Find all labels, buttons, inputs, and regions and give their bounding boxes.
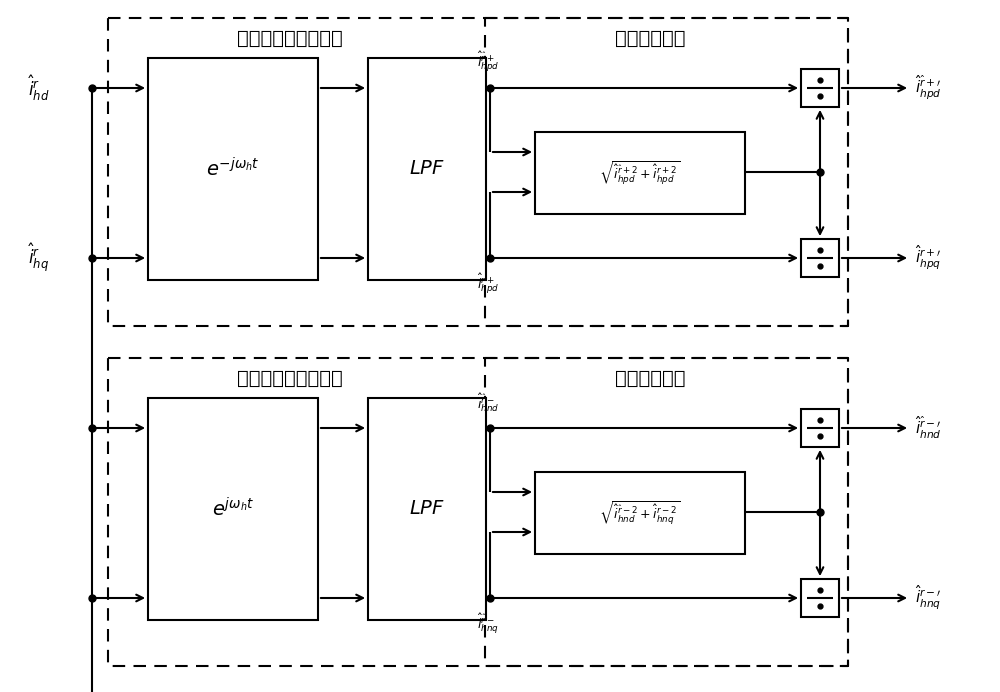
Text: $\sqrt{\hat{i}_{hpd}^{\hat{r}+2}+\hat{i}_{hpd}^{r+2}}$: $\sqrt{\hat{i}_{hpd}^{\hat{r}+2}+\hat{i}… bbox=[599, 160, 681, 186]
Bar bbox=[801, 409, 839, 447]
Text: $\hat{i}_{hnd}^{\hat{r}-}$: $\hat{i}_{hnd}^{\hat{r}-}$ bbox=[477, 392, 499, 414]
Text: $\hat{i}_{hpd}^{r+}$: $\hat{i}_{hpd}^{r+}$ bbox=[477, 272, 499, 296]
Bar bbox=[801, 579, 839, 617]
Text: $e^{-j\omega_h t}$: $e^{-j\omega_h t}$ bbox=[206, 157, 260, 181]
Bar bbox=[148, 398, 318, 620]
Bar bbox=[108, 18, 848, 326]
Bar bbox=[368, 58, 486, 280]
Text: $\hat{i}_{hnd}^{\hat{r}-\prime}$: $\hat{i}_{hnd}^{\hat{r}-\prime}$ bbox=[915, 415, 942, 441]
Bar bbox=[485, 18, 848, 326]
Bar bbox=[108, 358, 848, 666]
Text: $\hat{i}_{hd}^{r}$: $\hat{i}_{hd}^{r}$ bbox=[28, 73, 50, 103]
Text: $LPF$: $LPF$ bbox=[409, 500, 445, 518]
Bar bbox=[535, 132, 745, 214]
Text: 负序电流标幺值提取: 负序电流标幺值提取 bbox=[237, 369, 343, 388]
Text: $\hat{i}_{hq}^{r}$: $\hat{i}_{hq}^{r}$ bbox=[28, 242, 49, 275]
Bar bbox=[535, 472, 745, 554]
Bar bbox=[148, 58, 318, 280]
Text: 正序电流标幺值提取: 正序电流标幺值提取 bbox=[237, 28, 343, 48]
Text: $e^{j\omega_h t}$: $e^{j\omega_h t}$ bbox=[212, 498, 254, 520]
Bar bbox=[368, 398, 486, 620]
Text: $\hat{i}_{hpd}^{\hat{r}+}$: $\hat{i}_{hpd}^{\hat{r}+}$ bbox=[477, 50, 499, 74]
Bar bbox=[801, 69, 839, 107]
Text: $LPF$: $LPF$ bbox=[409, 159, 445, 179]
Text: $\hat{i}_{hnq}^{r-\prime}$: $\hat{i}_{hnq}^{r-\prime}$ bbox=[915, 584, 942, 612]
Text: $\sqrt{\hat{i}_{hnd}^{\hat{r}-2}+\hat{i}_{hnq}^{r-2}}$: $\sqrt{\hat{i}_{hnd}^{\hat{r}-2}+\hat{i}… bbox=[599, 500, 681, 527]
Text: $\hat{i}_{hnq}^{\hat{r}-}$: $\hat{i}_{hnq}^{\hat{r}-}$ bbox=[477, 612, 499, 637]
Bar bbox=[801, 239, 839, 277]
Text: $\hat{i}_{hpd}^{\hat{r}+\prime}$: $\hat{i}_{hpd}^{\hat{r}+\prime}$ bbox=[915, 74, 942, 102]
Text: $\hat{i}_{hpq}^{r+\prime}$: $\hat{i}_{hpq}^{r+\prime}$ bbox=[915, 244, 942, 272]
Bar bbox=[485, 358, 848, 666]
Text: 负序分量标幺: 负序分量标幺 bbox=[615, 369, 685, 388]
Text: 正序分量标幺: 正序分量标幺 bbox=[615, 28, 685, 48]
